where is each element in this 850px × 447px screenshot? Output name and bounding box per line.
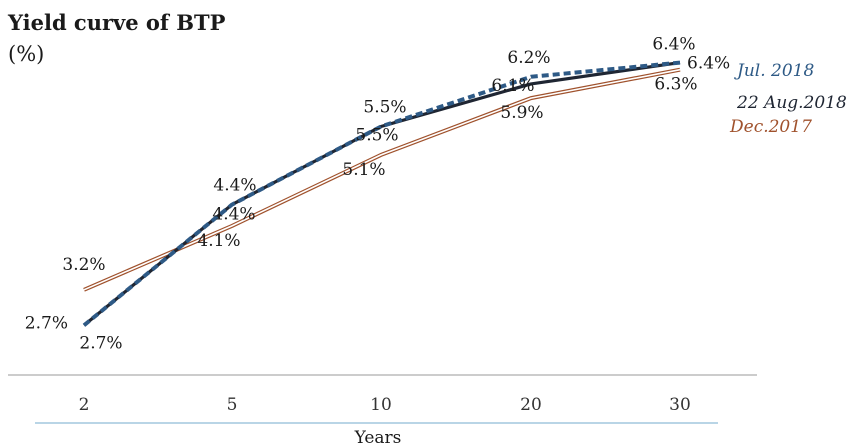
data-label: 6.2% (507, 48, 550, 68)
data-label: 2.7% (25, 313, 68, 333)
data-labels: 2.7% 4.4% 5.5% 6.2% 6.4% 2.7% 4.4% 5.5% 6.1% 6.4%… (25, 35, 730, 354)
legend-entry: 22 Aug.2018 (736, 93, 847, 113)
tick-labels: 2 5 10 20 30 (79, 395, 691, 415)
legend-entry: Dec.2017 (729, 117, 812, 137)
series-line-jul-2018 (82, 60, 681, 327)
x-tick-label: 10 (370, 395, 392, 415)
data-label: 6.1% (491, 76, 534, 96)
chart-title: Yield curve of BTP (8, 10, 226, 35)
x-tick-label: 30 (669, 395, 691, 415)
unit-label: (%) (8, 42, 45, 66)
data-label: 5.5% (355, 126, 398, 146)
data-label: 3.2% (62, 255, 105, 275)
data-label: 2.7% (79, 333, 122, 353)
series-layer (82, 60, 681, 327)
data-label: 4.4% (212, 205, 255, 225)
x-axis-label: Years (354, 428, 402, 447)
legend: Jul. 2018 22 Aug.2018 Dec.2017 (729, 61, 847, 137)
data-label: 5.1% (342, 160, 385, 180)
data-label: 4.1% (197, 231, 240, 251)
x-tick-label: 20 (520, 395, 542, 415)
legend-entry: Jul. 2018 (734, 61, 814, 81)
data-label: 6.3% (654, 75, 697, 95)
x-tick-label: 2 (79, 395, 90, 415)
data-label: 4.4% (213, 176, 256, 196)
data-label: 5.9% (500, 103, 543, 123)
data-label: 6.4% (687, 54, 730, 74)
x-tick-label: 5 (227, 395, 238, 415)
data-label: 6.4% (652, 35, 695, 55)
data-label: 5.5% (363, 98, 406, 118)
